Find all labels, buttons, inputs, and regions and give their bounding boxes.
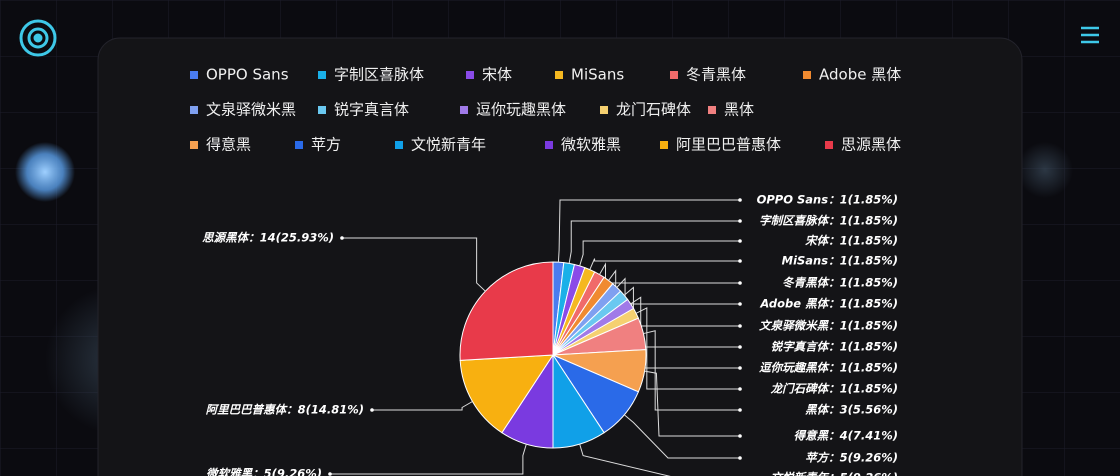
decor-orb bbox=[15, 142, 75, 202]
leader-line bbox=[589, 258, 740, 270]
value-label: MiSans：1(1.85%) bbox=[782, 254, 898, 268]
legend-label: 阿里巴巴普惠体 bbox=[676, 136, 781, 154]
legend-swatch bbox=[670, 71, 678, 79]
value-label: 锐字真言体：1(1.85%) bbox=[771, 340, 898, 354]
leader-line bbox=[568, 220, 740, 264]
leader-dot bbox=[738, 387, 742, 391]
leader-dot bbox=[738, 239, 742, 243]
legend-swatch bbox=[190, 141, 198, 149]
value-label: 黑体：3(5.56%) bbox=[805, 403, 898, 417]
leader-line bbox=[372, 401, 473, 411]
legend-swatch bbox=[318, 71, 326, 79]
legend-swatch bbox=[466, 71, 474, 79]
legend-swatch bbox=[190, 71, 198, 79]
leader-line bbox=[599, 262, 740, 284]
value-label: Adobe 黑体：1(1.85%) bbox=[759, 297, 898, 311]
leader-dot bbox=[738, 345, 742, 349]
leader-line bbox=[579, 240, 740, 267]
legend-label: 文泉驿微米黑 bbox=[206, 101, 296, 119]
logo bbox=[19, 19, 57, 57]
legend-swatch bbox=[295, 141, 303, 149]
legend-swatch bbox=[555, 71, 563, 79]
value-label: 得意黑：4(7.41%) bbox=[794, 429, 898, 443]
leader-dot bbox=[738, 281, 742, 285]
leader-dot bbox=[738, 366, 742, 370]
value-label: 冬青黑体：1(1.85%) bbox=[782, 276, 898, 290]
leader-line bbox=[644, 370, 740, 437]
panel bbox=[97, 37, 1023, 476]
value-label: 文泉驿微米黑：1(1.85%) bbox=[759, 319, 898, 333]
value-label: 逗你玩趣黑体：1(1.85%) bbox=[759, 361, 898, 375]
value-label: 字制区喜脉体：1(1.85%) bbox=[759, 214, 898, 228]
leader-dot bbox=[738, 324, 742, 328]
value-label: 文悦新青年：5(9.26%) bbox=[771, 471, 898, 476]
value-label: 龙门石碑体：1(1.85%) bbox=[770, 382, 898, 396]
leader-line bbox=[342, 237, 486, 292]
legend-label: Adobe 黑体 bbox=[819, 66, 901, 84]
value-label: 苹方：5(9.26%) bbox=[805, 451, 898, 465]
legend-swatch bbox=[318, 106, 326, 114]
leader-line bbox=[635, 307, 740, 390]
plot: OPPO Sans 字制区喜脉体 宋体 MiSans 冬青黑体 Adobe 黑体文泉驿微米… bbox=[190, 66, 901, 476]
legend-swatch bbox=[600, 106, 608, 114]
legend-swatch bbox=[190, 106, 198, 114]
legend-label: 龙门石碑体 bbox=[616, 101, 691, 119]
pie-slice bbox=[459, 261, 554, 361]
legend-swatch bbox=[545, 141, 553, 149]
value-label: 阿里巴巴普惠体：8(14.81%) bbox=[206, 403, 364, 417]
menu-button[interactable] bbox=[1081, 26, 1099, 44]
legend-label: 宋体 bbox=[482, 66, 512, 84]
leader-dot bbox=[738, 219, 742, 223]
leader-line bbox=[579, 443, 671, 476]
leader-dot bbox=[738, 259, 742, 263]
legend-label: OPPO Sans bbox=[206, 66, 289, 84]
leader-dot bbox=[738, 434, 742, 438]
legend-swatch bbox=[825, 141, 833, 149]
legend-swatch bbox=[803, 71, 811, 79]
legend-label: 黑体 bbox=[724, 101, 754, 119]
legend-label: 冬青黑体 bbox=[686, 66, 746, 84]
leader-line bbox=[623, 414, 740, 459]
legend-swatch bbox=[395, 141, 403, 149]
leader-line bbox=[330, 443, 527, 475]
legend-label: MiSans bbox=[571, 66, 624, 84]
legend-label: 字制区喜脉体 bbox=[334, 66, 424, 84]
legend-label: 得意黑 bbox=[206, 136, 251, 154]
legend-label: 思源黑体 bbox=[841, 136, 901, 154]
value-label: 微软雅黑：5(9.26%) bbox=[206, 467, 322, 476]
legend-label: 锐字真言体 bbox=[334, 101, 409, 119]
legend-label: 苹方 bbox=[311, 136, 341, 154]
legend-label: 文悦新青年 bbox=[411, 136, 486, 154]
value-label: 思源黑体：14(25.93%) bbox=[202, 231, 334, 245]
pie-slice bbox=[459, 354, 554, 434]
leader-dot bbox=[738, 408, 742, 412]
leader-dot bbox=[738, 302, 742, 306]
leader-dot bbox=[328, 472, 332, 476]
value-label: OPPO Sans：1(1.85%) bbox=[757, 193, 898, 207]
legend-swatch bbox=[708, 106, 716, 114]
legend-label: 微软雅黑 bbox=[561, 136, 621, 154]
leader-dot bbox=[370, 408, 374, 412]
leader-dot bbox=[340, 236, 344, 240]
leader-line bbox=[643, 330, 740, 411]
leader-dot bbox=[738, 456, 742, 460]
legend-label: 逗你玩趣黑体 bbox=[476, 101, 566, 119]
leader-line bbox=[557, 199, 740, 263]
leader-dot bbox=[738, 198, 742, 202]
decor-orb bbox=[1017, 142, 1073, 198]
legend-swatch bbox=[660, 141, 668, 149]
legend-swatch bbox=[460, 106, 468, 114]
value-label: 宋体：1(1.85%) bbox=[805, 234, 898, 248]
